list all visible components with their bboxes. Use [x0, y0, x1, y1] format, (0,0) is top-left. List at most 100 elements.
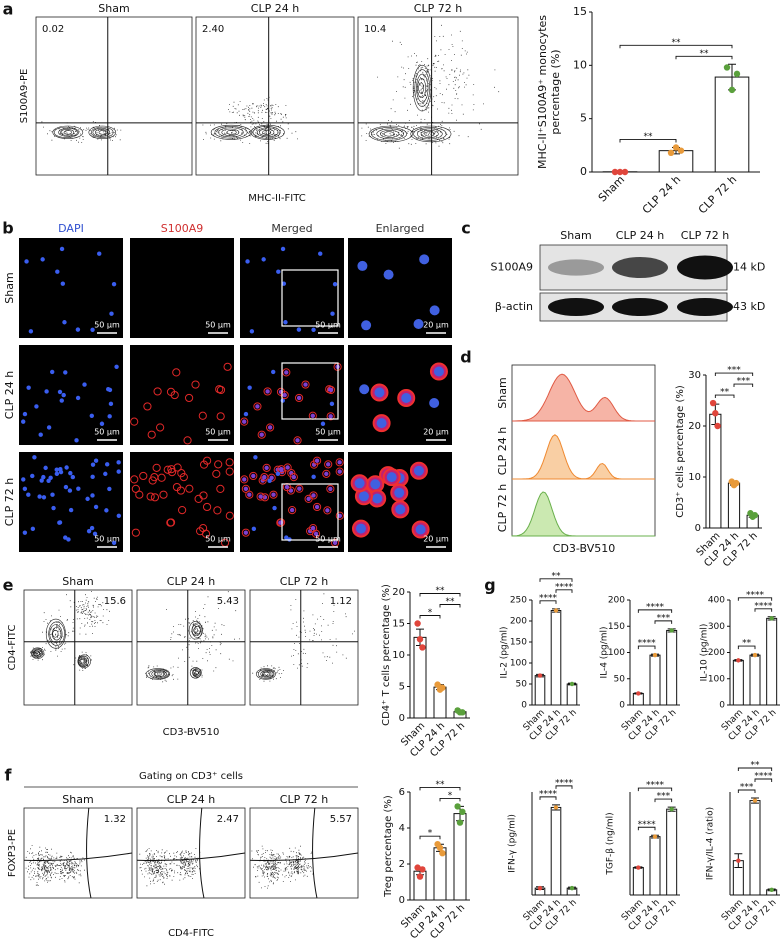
cell-ring [202, 502, 212, 512]
nucleus [28, 329, 34, 334]
scale-bar-label: 50 μm [315, 428, 341, 437]
data-point [456, 819, 464, 826]
cell-ring [280, 390, 289, 400]
y-tick-label: 400 [708, 596, 725, 606]
cell-ring [223, 362, 232, 371]
data-point [621, 168, 629, 176]
band-label: S100A9 [490, 261, 533, 274]
y-tick-label: 0 [719, 701, 725, 711]
cell-ring [214, 460, 223, 469]
panel-letter: a [3, 0, 14, 19]
contour [416, 73, 429, 103]
nucleus [296, 395, 302, 401]
lane-label: CLP 72 h [681, 229, 729, 242]
contour [376, 128, 405, 140]
significance-label: **** [646, 781, 665, 791]
data-point [537, 673, 543, 678]
x-axis-label: CD3-BV510 [553, 542, 615, 555]
cell-ring [183, 436, 192, 445]
cell-ring [257, 430, 266, 439]
nucleus [282, 392, 287, 398]
cell-ring [326, 412, 335, 421]
nucleus [57, 520, 63, 525]
cell-ring [263, 387, 272, 396]
y-tick-label: 20 [688, 421, 701, 432]
scale-bar-label: 50 μm [94, 428, 120, 437]
gating-label: Gating on CD3⁺ cells [139, 771, 243, 782]
band-size: 43 kD [733, 300, 765, 313]
y-tick-label: 0 [619, 701, 625, 711]
row-label: CLP 72 h [3, 478, 16, 526]
nucleus [51, 505, 56, 511]
row-label: Sham [496, 377, 509, 408]
event-dots [361, 24, 500, 149]
y-axis-label: TGF-β (ng/ml) [606, 812, 616, 875]
y-axis-label: FOXP3-PE [7, 829, 18, 877]
plot-frame [249, 589, 359, 706]
nucleus [107, 414, 112, 419]
cell-ring [323, 506, 332, 515]
nucleus [247, 385, 252, 390]
bar [727, 482, 741, 529]
panel-letter: c [461, 219, 470, 238]
data-point [736, 658, 741, 663]
significance-label: *** [657, 613, 671, 623]
nucleus [107, 486, 112, 492]
significance-bracket [419, 593, 461, 597]
significance-bracket [737, 597, 773, 601]
nucleus [329, 401, 335, 407]
nucleus [111, 540, 117, 545]
significance-bracket [637, 645, 656, 650]
y-tick-label: 20 [392, 587, 405, 598]
data-point [569, 885, 575, 891]
nucleus [97, 251, 102, 256]
contour [413, 127, 447, 141]
cell-ring [335, 467, 344, 476]
y-axis-label: IFN-γ/IL-4 (ratio) [706, 807, 716, 880]
plot-frame [35, 16, 193, 176]
nucleus [355, 523, 366, 534]
nucleus [280, 246, 286, 252]
nucleus [30, 473, 35, 479]
cell-ring [166, 518, 176, 527]
data-point [416, 636, 424, 643]
nucleus [306, 496, 311, 502]
cell-ring [326, 484, 335, 494]
x-tick-label: CLP 24 h [640, 173, 683, 216]
x-tick-label: Sham [596, 173, 627, 204]
nucleus [383, 269, 394, 280]
cell-ring [172, 368, 181, 377]
nucleus [296, 327, 302, 332]
contour [78, 656, 88, 666]
nucleus [68, 507, 74, 513]
significance-label: *** [727, 366, 741, 376]
y-axis-label: S100A9-PE [19, 69, 30, 124]
y-axis-label: IL-4 (pg/ml) [600, 626, 610, 678]
cell-ring [288, 506, 297, 515]
cell-ring [266, 423, 275, 432]
contour [92, 127, 111, 137]
nucleus [419, 254, 430, 265]
y-tick-label: 0 [695, 523, 701, 534]
cell-ring [131, 528, 140, 537]
contour [145, 668, 171, 680]
contour [49, 624, 63, 644]
quadrant-percent: 5.57 [330, 814, 352, 825]
nucleus [249, 329, 255, 334]
cell-ring [253, 402, 262, 411]
nucleus [291, 474, 297, 480]
nucleus [103, 471, 108, 477]
y-axis-label: IFN-γ (pg/ml) [508, 814, 518, 873]
data-point [751, 512, 759, 519]
bar [766, 617, 778, 706]
significance-label: ** [446, 597, 456, 607]
y-axis-label: CD4⁺ T cells percentage (%) [381, 584, 392, 726]
nucleus [276, 269, 281, 274]
nucleus [328, 486, 333, 492]
gate-line [199, 807, 205, 899]
y-tick-label: 0 [521, 701, 527, 711]
column-header: Merged [271, 222, 312, 235]
nucleus [37, 494, 42, 499]
bar [649, 836, 661, 896]
nucleus [63, 484, 69, 490]
